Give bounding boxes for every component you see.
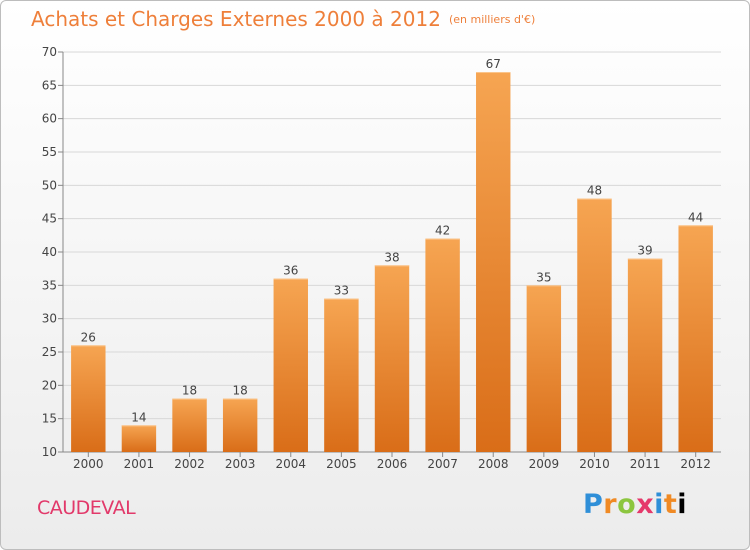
bars	[71, 72, 713, 452]
value-label: 33	[334, 284, 349, 298]
value-label: 18	[182, 384, 197, 398]
bar-2008	[476, 72, 511, 452]
bar-2009	[526, 285, 562, 452]
y-tick-label: 40	[42, 245, 57, 259]
logo-letter: P	[583, 489, 604, 520]
value-label: 38	[384, 250, 399, 264]
y-tick-label: 35	[42, 278, 57, 292]
proxiti-logo: Proxiti	[583, 489, 687, 520]
value-label: 26	[81, 330, 96, 344]
x-tick-label: 2003	[225, 457, 256, 471]
value-label: 42	[435, 224, 450, 238]
y-tick-label: 50	[42, 178, 57, 192]
bar-2000	[71, 345, 106, 452]
x-tick-label: 2001	[124, 457, 155, 471]
bar-2005	[324, 298, 359, 452]
x-tick-label: 2010	[579, 457, 610, 471]
bar-2012	[678, 225, 713, 452]
city-name: CAUDEVAL	[37, 497, 136, 519]
value-label: 36	[283, 264, 298, 278]
value-label: 67	[486, 57, 501, 71]
x-tick-label: 2002	[174, 457, 205, 471]
logo-letter: r	[603, 489, 618, 520]
y-tick-label: 55	[42, 145, 57, 159]
x-tick-label: 2011	[630, 457, 661, 471]
chart-unit-label: (en milliers d'€)	[448, 13, 536, 26]
value-label: 48	[587, 184, 602, 198]
x-tick-label: 2006	[377, 457, 408, 471]
bar-2003	[222, 398, 258, 452]
logo-letter: o	[617, 489, 637, 520]
y-tick-label: 25	[42, 345, 57, 359]
y-tick-label: 60	[42, 112, 57, 126]
y-tick-label: 65	[42, 78, 57, 92]
bar-2004	[273, 278, 308, 452]
x-tick-label: 2004	[275, 457, 306, 471]
bar-2011	[627, 258, 663, 452]
y-tick-label: 30	[42, 312, 57, 326]
bar-2006	[374, 265, 410, 452]
bar-2010	[577, 198, 612, 452]
value-label: 14	[131, 410, 146, 424]
x-tick-label: 2005	[326, 457, 357, 471]
x-tick-label: 2007	[427, 457, 458, 471]
logo-letter: x	[636, 489, 655, 520]
y-tick-label: 10	[42, 445, 57, 459]
axes: 10 15 20 25 30 35 40 45 50 55 60 65 70 2000 2001 2002 20…	[42, 45, 721, 471]
bar-2002	[172, 398, 207, 452]
x-tick-label: 2000	[73, 457, 104, 471]
y-tick-label: 20	[42, 378, 57, 392]
value-labels: 26 14 18 18 36 33 38 42 67 35 48 39 44	[81, 57, 704, 424]
bar-2001	[121, 425, 157, 452]
value-label: 44	[688, 210, 703, 224]
x-tick-label: 2008	[478, 457, 509, 471]
y-tick-label: 70	[42, 45, 57, 59]
logo-letter: i	[677, 489, 688, 520]
logo-letter: t	[663, 489, 678, 520]
y-tick-label: 15	[42, 412, 57, 426]
logo-letter: i	[654, 489, 664, 520]
value-label: 35	[536, 270, 551, 284]
value-label: 18	[233, 384, 248, 398]
bar-2007	[425, 238, 460, 452]
chart-title: Achats et Charges Externes 2000 à 2012 (e…	[31, 7, 535, 31]
x-tick-label: 2009	[529, 457, 560, 471]
y-tick-label: 45	[42, 212, 57, 226]
chart-title-text: Achats et Charges Externes 2000 à 2012	[31, 7, 441, 31]
x-tick-label: 2012	[680, 457, 711, 471]
value-label: 39	[637, 244, 652, 258]
